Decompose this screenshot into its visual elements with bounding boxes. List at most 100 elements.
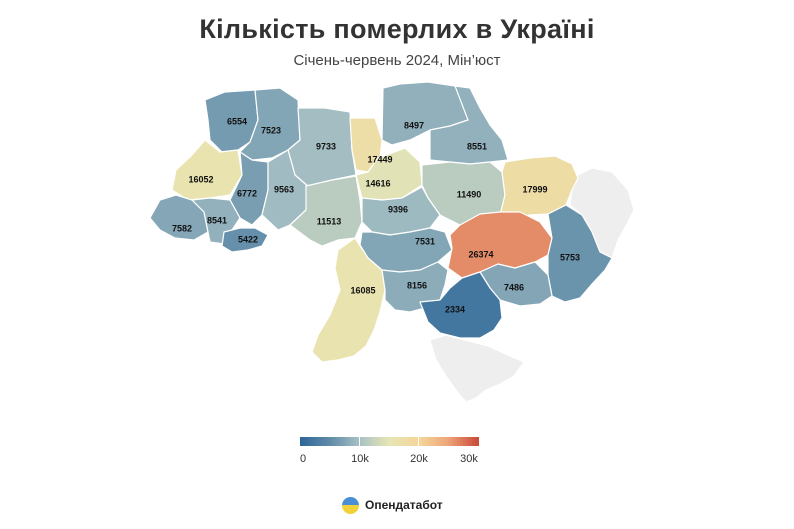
legend-color-segment	[377, 437, 381, 446]
legend-color-segment	[436, 437, 441, 446]
region-volyn[interactable]	[204, 89, 259, 153]
label-kirovohrad: 7531	[415, 236, 435, 246]
region-luhansk[interactable]	[569, 167, 635, 259]
region-rivne[interactable]	[239, 87, 301, 161]
label-cherkasy: 9396	[388, 204, 408, 214]
legend-color-segment	[448, 437, 452, 446]
legend-color-segment	[380, 437, 384, 446]
legend-color-segment	[302, 437, 307, 446]
legend-color-segment	[329, 437, 334, 446]
legend-color-segment	[341, 437, 346, 446]
legend-color-segment	[397, 437, 402, 446]
region-chernivtsi[interactable]	[221, 227, 269, 253]
label-kyiv-oblast: 14616	[365, 178, 390, 188]
opendatabot-logo-icon	[342, 496, 359, 514]
region-cherkasy[interactable]	[361, 186, 441, 236]
label-ternopil: 6772	[237, 188, 257, 198]
legend-color-segment	[421, 437, 426, 446]
legend-color-segment	[350, 437, 354, 446]
legend-tick	[418, 437, 419, 446]
legend-color-segment	[403, 437, 408, 446]
legend-color-segment	[335, 437, 340, 446]
legend-color-segment	[386, 437, 390, 446]
region-crimea[interactable]	[429, 334, 525, 403]
label-chernivtsi: 5422	[238, 234, 258, 244]
legend-color-segment	[475, 437, 479, 446]
label-rivne: 7523	[261, 125, 281, 135]
region-donetsk[interactable]	[547, 204, 613, 303]
legend-color-segment	[442, 437, 446, 446]
legend-color-segment	[433, 437, 438, 446]
legend-color-segment	[451, 437, 455, 446]
label-chernihiv: 8497	[404, 120, 424, 130]
label-kherson: 2334	[445, 304, 465, 314]
legend-color-segment	[308, 437, 313, 446]
legend-color-segment	[365, 437, 369, 446]
legend-color-segment	[457, 437, 461, 446]
legend-color-segment	[427, 437, 432, 446]
color-scale-legend	[300, 437, 479, 446]
region-vinnytsia[interactable]	[289, 175, 363, 247]
legend-color-segment	[300, 437, 304, 446]
legend-color-segment	[406, 437, 411, 446]
legend-color-segment	[472, 437, 476, 446]
legend-tick	[359, 437, 360, 446]
region-kherson[interactable]	[419, 271, 503, 339]
region-zakarpattia[interactable]	[149, 194, 209, 241]
legend-color-segment	[454, 437, 458, 446]
regions-layer	[149, 81, 635, 403]
legend-color-segment	[374, 437, 378, 446]
region-odesa[interactable]	[311, 237, 386, 363]
legend-color-segment	[368, 437, 372, 446]
legend-color-segment	[305, 437, 310, 446]
legend-label-0: 0	[299, 453, 307, 465]
legend-color-segment	[391, 437, 396, 446]
legend-color-segment	[463, 437, 467, 446]
legend-color-segment	[469, 437, 473, 446]
legend-label-10k: 10k	[351, 453, 369, 465]
label-kyiv-city: 17449	[367, 154, 392, 164]
ukraine-choropleth-map: 6554 7523 9733 17449 14616 8497 8551 160…	[149, 81, 635, 403]
legend-color-segment	[347, 437, 352, 446]
legend-color-segment	[353, 437, 357, 446]
legend-color-segment	[359, 437, 363, 446]
label-zhytomyr: 9733	[316, 141, 336, 151]
legend-color-segment	[415, 437, 420, 446]
legend-label-20k: 20k	[410, 453, 428, 465]
map-subtitle: Січень-червень 2024, Мін’юст	[293, 52, 501, 69]
brand-name: Опендатабот	[365, 498, 443, 512]
label-zaporizhzhia: 7486	[504, 282, 524, 292]
label-lviv: 16052	[188, 174, 213, 184]
legend-color-segment	[383, 437, 387, 446]
label-mykolaiv: 8156	[407, 280, 427, 290]
label-odesa: 16085	[350, 285, 375, 295]
label-kharkiv: 17999	[522, 184, 547, 194]
legend-color-segment	[317, 437, 322, 446]
legend-color-segment	[466, 437, 470, 446]
label-ivano-frankivsk: 8541	[207, 215, 227, 225]
legend-color-segment	[362, 437, 366, 446]
legend-color-segment	[338, 437, 343, 446]
legend-label-30k: 30k	[460, 453, 478, 465]
legend-color-segment	[460, 437, 464, 446]
label-zakarpattia: 7582	[172, 223, 192, 233]
region-ternopil[interactable]	[229, 151, 269, 226]
label-volyn: 6554	[227, 116, 247, 126]
legend-color-segment	[389, 437, 393, 446]
legend-color-segment	[332, 437, 337, 446]
legend-color-segment	[418, 437, 423, 446]
legend-color-segment	[371, 437, 375, 446]
label-donetsk: 5753	[560, 252, 580, 262]
label-sumy: 8551	[467, 141, 487, 151]
legend-color-segment	[400, 437, 405, 446]
legend-color-segment	[326, 437, 331, 446]
brand-logo-block[interactable]: Опендатабот	[342, 495, 443, 515]
legend-color-segment	[356, 437, 360, 446]
legend-color-segment	[394, 437, 399, 446]
legend-color-segment	[439, 437, 443, 446]
label-dnipro: 26374	[468, 249, 493, 259]
legend-color-segment	[344, 437, 349, 446]
legend-color-segment	[445, 437, 449, 446]
map-title: Кількість померлих в Україні	[199, 14, 595, 44]
label-vinnytsia: 11513	[317, 216, 342, 226]
